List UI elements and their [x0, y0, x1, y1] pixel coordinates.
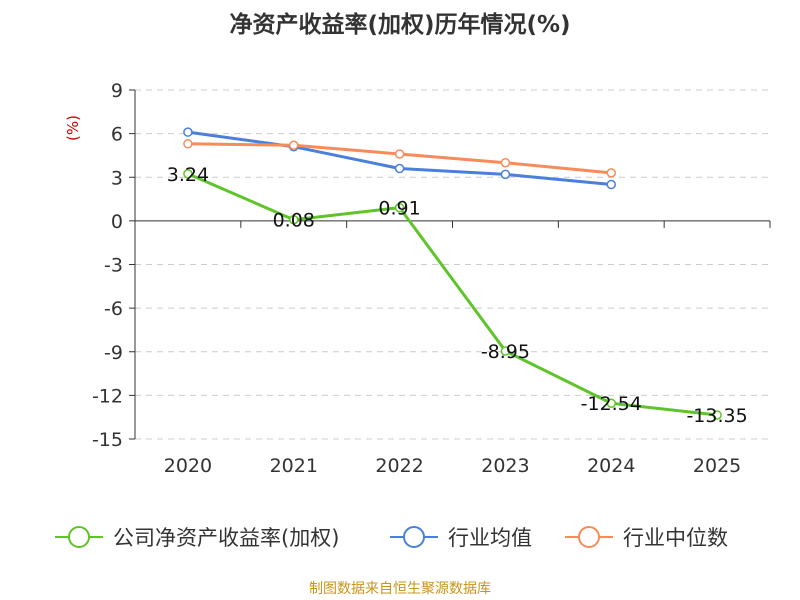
data-point[interactable] — [500, 169, 511, 180]
data-point[interactable] — [394, 163, 405, 174]
legend-label: 行业中位数 — [623, 526, 728, 550]
legend-label: 行业均值 — [448, 526, 532, 550]
axes: 9 6 3 0 -3 -6 -9 -12 -15 2020 2021 2022 2023 2024 2025 — [92, 80, 771, 477]
y-tick-label: 6 — [111, 124, 123, 146]
data-point[interactable] — [500, 346, 511, 356]
data-point[interactable] — [183, 169, 193, 179]
data-label: 3.24 — [167, 164, 209, 186]
x-tick-label: 2024 — [587, 455, 635, 477]
data-point[interactable] — [289, 214, 299, 225]
y-tick-label: 9 — [111, 80, 123, 102]
legend-label: 公司净资产收益率(加权) — [113, 526, 339, 550]
y-tick-label: 3 — [111, 167, 123, 189]
series-2 — [183, 139, 616, 178]
series-0 — [183, 169, 722, 420]
grid-lines — [135, 89, 770, 440]
source-note: 制图数据来自恒生聚源数据库 — [309, 581, 491, 597]
y-tick-label: -15 — [92, 429, 123, 451]
legend-marker-icon — [403, 526, 425, 548]
data-point[interactable] — [712, 410, 722, 420]
legend[interactable]: 公司净资产收益率(加权) 行业均值 行业中位数 — [55, 526, 728, 550]
data-point[interactable] — [183, 127, 193, 137]
x-tick-label: 2023 — [481, 455, 529, 477]
y-tick-label: -9 — [104, 342, 123, 364]
data-label: -13.35 — [686, 405, 747, 427]
series-line — [187, 172, 718, 417]
legend-item-1[interactable]: 行业均值 — [390, 526, 532, 550]
data-label: 0.91 — [378, 198, 420, 220]
data-point[interactable] — [606, 179, 616, 190]
data-point[interactable] — [183, 139, 193, 149]
data-point[interactable] — [394, 149, 405, 159]
legend-marker-icon — [578, 526, 600, 548]
data-point[interactable] — [500, 157, 511, 168]
legend-marker-icon — [68, 526, 90, 548]
data-point[interactable] — [289, 140, 299, 151]
data-point[interactable] — [394, 202, 405, 213]
data-label: -12.54 — [581, 393, 642, 415]
legend-item-2[interactable]: 行业中位数 — [565, 526, 728, 550]
series-lines — [183, 127, 722, 420]
y-axis-unit-label: (%) — [64, 115, 82, 141]
data-label: -8.95 — [481, 341, 530, 363]
chart-title: 净资产收益率(加权)历年情况(%) — [229, 11, 570, 38]
x-tick-label: 2025 — [693, 455, 741, 477]
x-tick-label: 2021 — [270, 455, 318, 477]
y-tick-label: -6 — [104, 298, 123, 320]
x-tick-label: 2020 — [164, 455, 212, 477]
legend-item-0[interactable]: 公司净资产收益率(加权) — [55, 526, 339, 550]
y-tick-label: 0 — [111, 211, 123, 233]
data-labels: 3.24 0.08 0.91 -8.95 -12.54 -13.35 — [167, 164, 748, 427]
data-point[interactable] — [606, 398, 616, 408]
data-point[interactable] — [606, 168, 616, 178]
y-tick-label: -3 — [104, 255, 123, 277]
x-tick-label: 2022 — [375, 455, 423, 477]
data-label: 0.08 — [273, 210, 315, 232]
y-tick-label: -12 — [92, 385, 123, 407]
